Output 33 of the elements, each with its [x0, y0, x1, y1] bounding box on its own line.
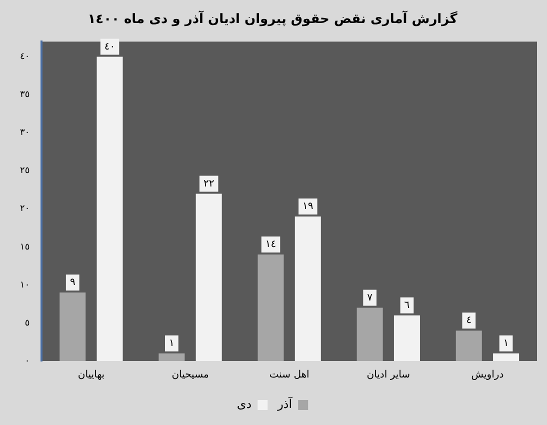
x-tick-label: اهل سنت [269, 370, 310, 381]
data-label: ٤ [466, 315, 472, 326]
data-label: ١٩ [302, 201, 314, 212]
bar [294, 216, 321, 361]
data-label: ٧ [367, 292, 374, 304]
chart-title: گزارش آماری نقض حقوق پیروان ادیان آذر و دی ماه ١٤٠٠ [88, 10, 458, 28]
legend-label: دی [236, 397, 252, 412]
bar [60, 292, 86, 361]
y-tick-label: ٥ [24, 318, 30, 328]
data-label: ٤٠ [104, 41, 116, 52]
y-tick-label: ٣٥ [20, 90, 30, 100]
x-tick-label: مسیحیان [172, 370, 209, 381]
y-tick-label: ٤٠ [20, 52, 30, 62]
data-label: ٦ [404, 300, 410, 311]
x-tick-label: دراویش [471, 370, 504, 381]
x-tick-label: بهاییان [78, 370, 105, 381]
bar [456, 330, 482, 361]
data-label: ٢٢ [203, 178, 214, 190]
y-tick-label: ١٠ [20, 280, 30, 290]
y-tick-label: ٠ [24, 356, 30, 366]
data-label: ١ [169, 338, 174, 349]
bar [258, 254, 284, 361]
x-tick-label: سایر ادیان [366, 370, 410, 381]
bar [158, 353, 185, 361]
y-tick-label: ١٥ [20, 242, 30, 252]
data-label: ٩ [70, 277, 76, 288]
y-tick-label: ٢٥ [20, 166, 30, 176]
y-tick-label: ٣٠ [20, 128, 30, 138]
y-tick-label: ٢٠ [20, 204, 30, 214]
data-label: ١٤ [265, 239, 276, 250]
legend-label: آذر [276, 396, 293, 412]
bar [356, 308, 383, 361]
data-label: ١ [503, 338, 509, 349]
